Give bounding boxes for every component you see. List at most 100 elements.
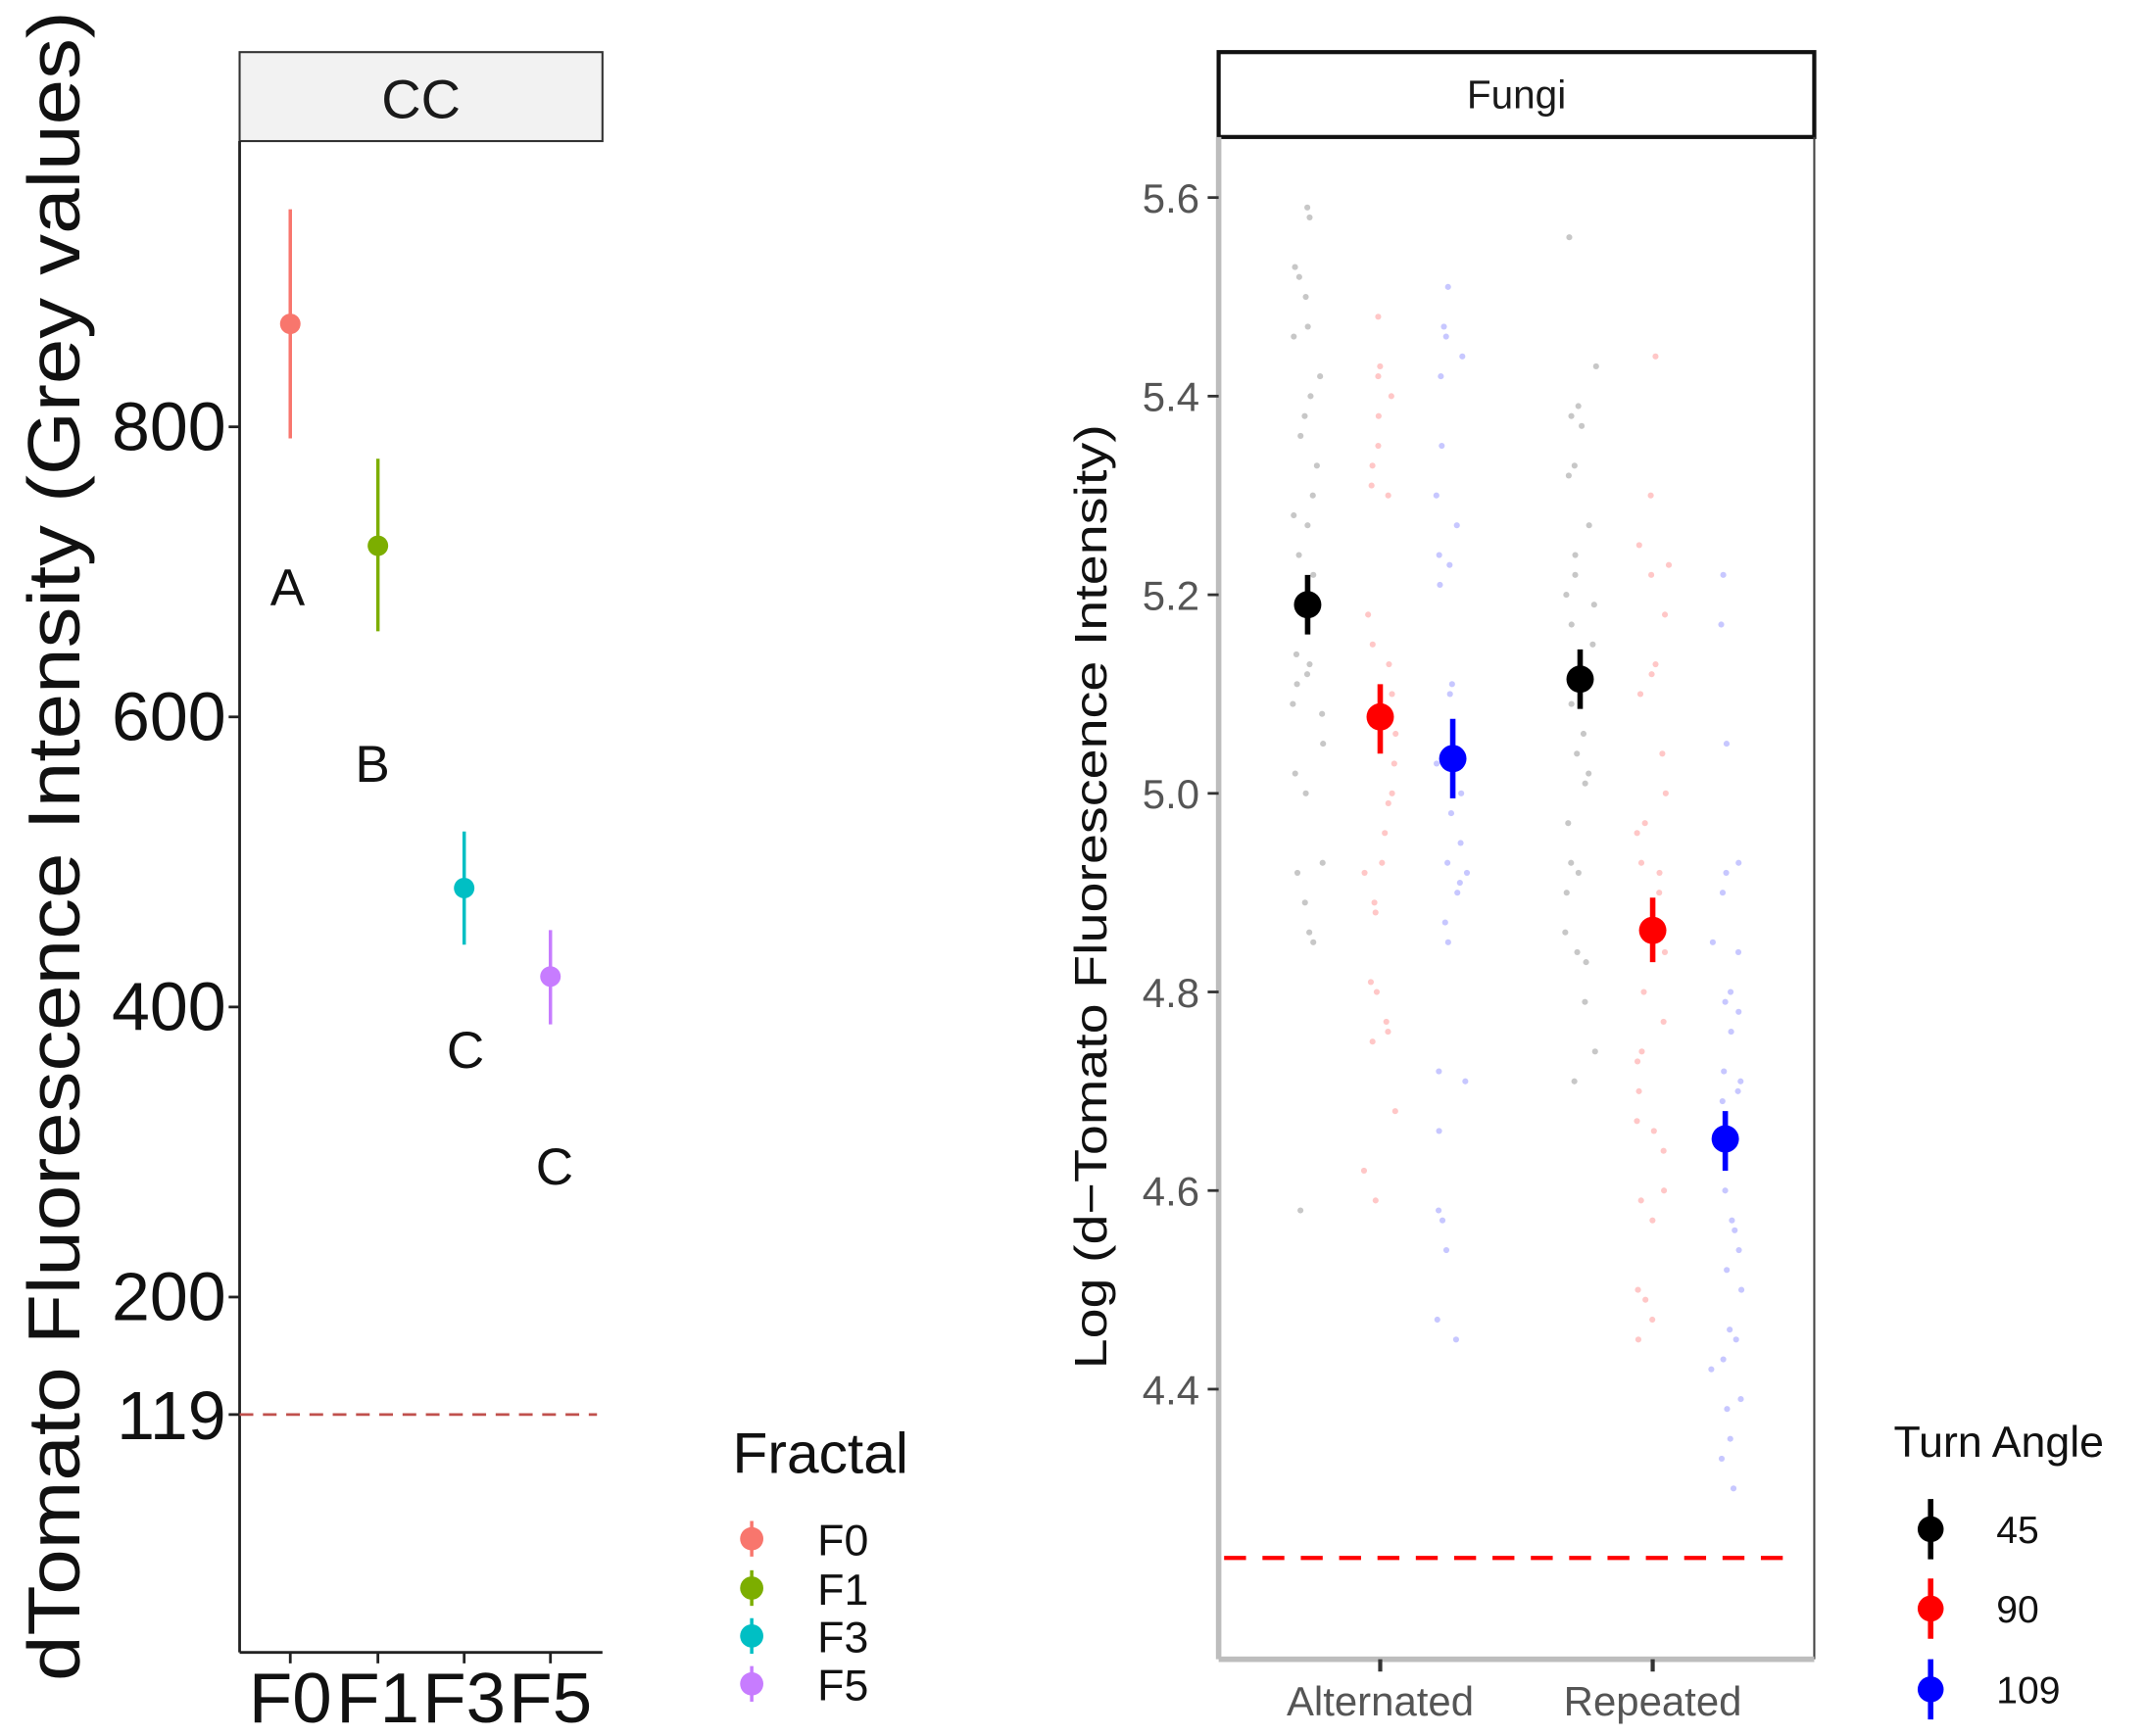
raw-point-109-Alternated [1452, 1336, 1459, 1343]
raw-point-90-Repeated [1635, 1286, 1641, 1293]
raw-point-109-Alternated [1444, 283, 1451, 290]
mean-point-90-Repeated [1638, 916, 1667, 944]
raw-point-90-Alternated [1372, 1197, 1379, 1204]
raw-point-109-Repeated [1735, 1246, 1742, 1254]
raw-point-90-Repeated [1656, 869, 1663, 876]
x-tick-label: Repeated [1564, 1678, 1742, 1724]
raw-point-109-Repeated [1708, 1366, 1715, 1373]
raw-point-90-Alternated [1391, 1108, 1398, 1115]
raw-point-45-Alternated [1319, 710, 1326, 717]
raw-point-45-Repeated [1591, 1048, 1598, 1055]
x-tick-label: F1 [336, 1659, 419, 1736]
raw-point-109-Alternated [1439, 442, 1445, 450]
raw-point-90-Repeated [1648, 671, 1655, 678]
raw-point-109-Alternated [1444, 859, 1451, 866]
raw-point-90-Repeated [1662, 790, 1669, 796]
x-tick-label: Alternated [1287, 1678, 1474, 1724]
raw-point-109-Repeated [1737, 1078, 1744, 1085]
raw-point-90-Alternated [1369, 1038, 1376, 1045]
raw-point-109-Repeated [1723, 869, 1730, 876]
x-tick-label: F3 [422, 1659, 506, 1736]
mean-point-F5 [540, 966, 561, 988]
raw-point-45-Alternated [1306, 214, 1313, 221]
raw-point-45-Alternated [1309, 492, 1316, 499]
legend-label: F5 [817, 1663, 868, 1711]
significance-letter: B [355, 736, 389, 794]
legend-label: F1 [817, 1567, 868, 1615]
raw-point-90-Repeated [1650, 1128, 1657, 1134]
raw-point-109-Repeated [1735, 859, 1742, 866]
raw-point-90-Alternated [1375, 313, 1382, 320]
raw-point-45-Repeated [1580, 730, 1587, 738]
raw-point-45-Alternated [1310, 571, 1317, 578]
raw-point-90-Repeated [1665, 561, 1673, 568]
raw-point-109-Alternated [1433, 492, 1439, 499]
legend-key-point [740, 1624, 764, 1648]
y-tick-label: 4.8 [1143, 970, 1199, 1016]
raw-point-45-Repeated [1571, 462, 1578, 469]
raw-point-45-Repeated [1589, 641, 1596, 648]
mean-point-F3 [454, 877, 475, 898]
raw-point-90-Alternated [1367, 979, 1375, 986]
legend-title: Turn Angle [1893, 1419, 2104, 1467]
strip-label: Fungi [1467, 72, 1566, 117]
raw-point-90-Alternated [1389, 790, 1395, 796]
raw-point-109-Alternated [1436, 1207, 1442, 1214]
raw-point-90-Repeated [1638, 1048, 1645, 1055]
raw-point-90-Repeated [1661, 611, 1669, 618]
raw-point-109-Alternated [1448, 681, 1455, 688]
raw-point-90-Repeated [1640, 989, 1647, 995]
raw-point-45-Repeated [1586, 770, 1592, 777]
raw-point-45-Alternated [1304, 323, 1311, 330]
raw-point-109-Repeated [1732, 1336, 1739, 1343]
raw-point-90-Alternated [1369, 462, 1376, 469]
raw-point-90-Repeated [1648, 571, 1655, 578]
legend-label: F0 [817, 1517, 868, 1565]
raw-point-45-Repeated [1575, 869, 1582, 876]
raw-point-45-Alternated [1292, 264, 1298, 270]
raw-point-90-Repeated [1652, 660, 1659, 668]
raw-point-109-Alternated [1454, 890, 1461, 896]
raw-point-90-Repeated [1636, 691, 1644, 698]
raw-point-109-Repeated [1721, 1068, 1728, 1075]
raw-point-45-Alternated [1295, 273, 1302, 280]
raw-point-90-Alternated [1373, 989, 1381, 995]
raw-point-45-Repeated [1563, 890, 1570, 896]
raw-point-45-Repeated [1566, 234, 1573, 241]
raw-point-90-Alternated [1361, 869, 1368, 876]
raw-point-109-Repeated [1729, 1217, 1735, 1224]
raw-point-45-Alternated [1306, 929, 1313, 936]
raw-point-90-Repeated [1635, 1336, 1642, 1343]
raw-point-109-Repeated [1719, 1097, 1726, 1105]
raw-point-109-Repeated [1734, 1087, 1741, 1094]
raw-point-90-Alternated [1383, 1018, 1390, 1026]
raw-point-45-Repeated [1586, 522, 1592, 529]
raw-point-90-Repeated [1634, 1058, 1641, 1065]
raw-point-90-Repeated [1661, 948, 1669, 956]
raw-point-109-Alternated [1463, 869, 1471, 876]
y-tick-label: 5.2 [1143, 572, 1199, 618]
raw-point-45-Alternated [1306, 660, 1313, 668]
raw-point-90-Repeated [1649, 1316, 1656, 1324]
cc-panel: CC 200 400 600 800 119 dTomato Fluorescence In… [13, 11, 908, 1736]
raw-point-45-Alternated [1307, 393, 1314, 400]
raw-point-109-Alternated [1446, 561, 1453, 568]
raw-point-45-Repeated [1562, 929, 1569, 936]
raw-point-90-Repeated [1659, 750, 1666, 757]
raw-point-90-Alternated [1386, 660, 1392, 668]
raw-point-90-Alternated [1377, 362, 1384, 370]
raw-point-45-Alternated [1301, 899, 1308, 906]
significance-letter: C [447, 1022, 484, 1080]
raw-point-90-Repeated [1660, 1147, 1667, 1154]
raw-point-109-Alternated [1442, 1246, 1450, 1254]
mean-point-109-Alternated [1439, 745, 1467, 773]
x-tick-label: F5 [509, 1659, 592, 1736]
raw-point-90-Alternated [1385, 799, 1391, 807]
raw-point-90-Repeated [1649, 1217, 1656, 1224]
raw-point-90-Alternated [1375, 412, 1382, 419]
raw-point-45-Alternated [1295, 552, 1302, 558]
raw-point-45-Repeated [1572, 571, 1579, 578]
raw-point-45-Alternated [1293, 681, 1300, 688]
raw-point-109-Repeated [1730, 1485, 1737, 1492]
legend-key-point [740, 1576, 764, 1600]
